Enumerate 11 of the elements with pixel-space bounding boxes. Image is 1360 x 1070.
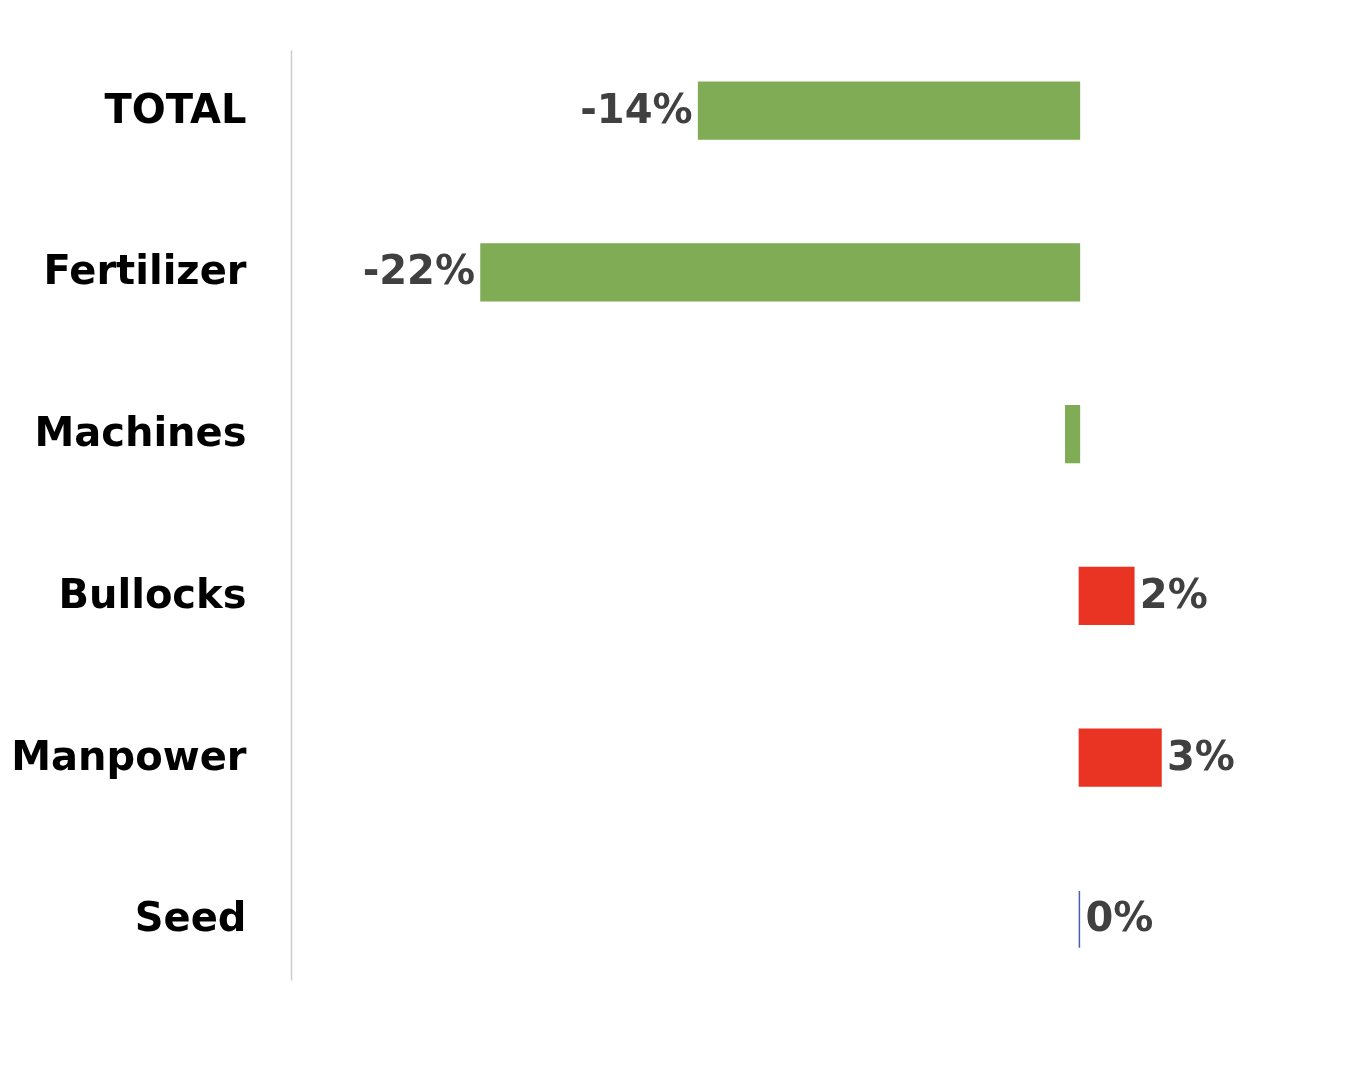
data-label: 3% — [1167, 732, 1235, 779]
y-tick-label: Fertilizer — [43, 247, 247, 294]
y-tick-label: Seed — [134, 894, 247, 941]
y-tick-label: Bullocks — [58, 570, 247, 617]
y-tick-label: Manpower — [11, 732, 247, 779]
y-tick-label: Machines — [34, 409, 247, 456]
data-label: 0% — [1085, 894, 1154, 941]
data-label: -22% — [362, 247, 475, 294]
data-label: -14% — [580, 85, 693, 132]
y-tick-label: TOTAL — [104, 85, 247, 132]
data-label: 2% — [1139, 570, 1208, 617]
